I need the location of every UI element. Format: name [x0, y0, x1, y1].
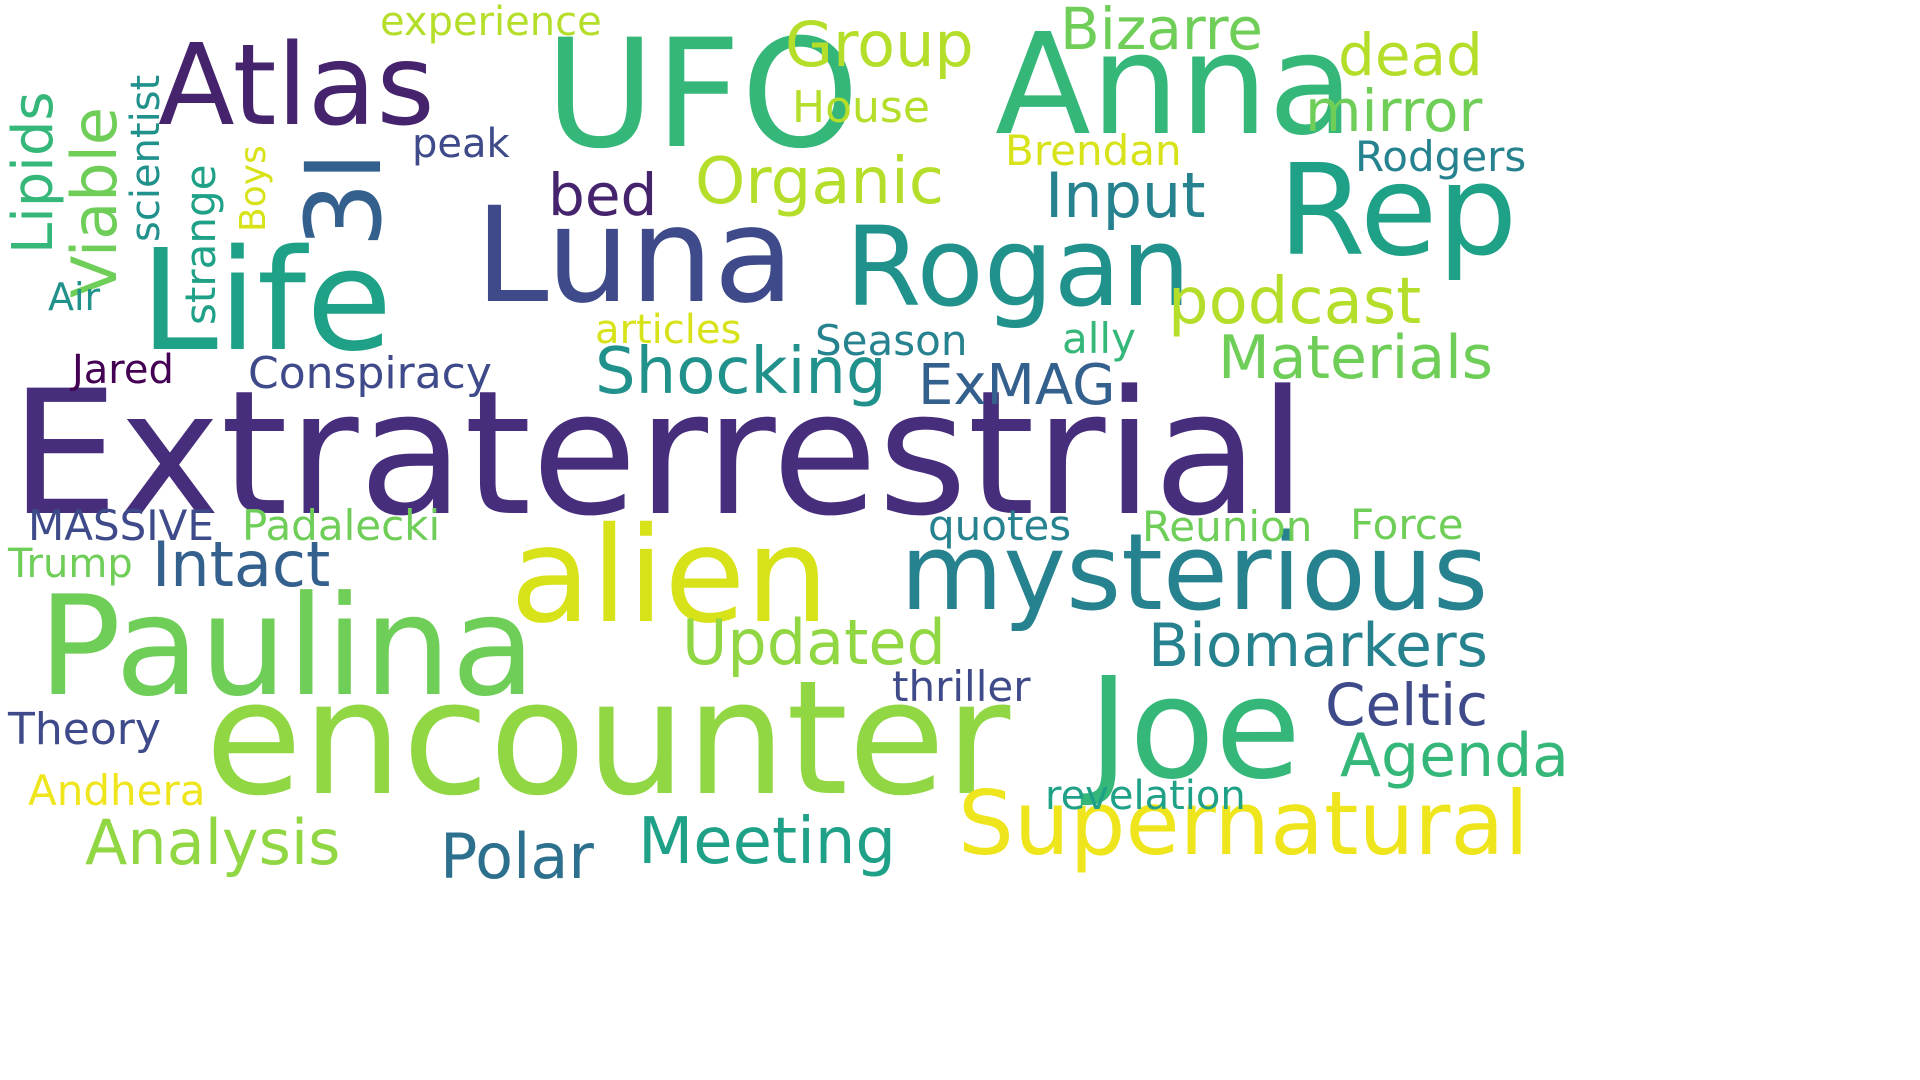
- word-podcast: podcast: [1168, 265, 1422, 339]
- word-thriller: thriller: [892, 662, 1031, 711]
- word-mirror: mirror: [1305, 77, 1483, 145]
- word-mysterious: mysterious: [900, 511, 1489, 634]
- word-andhera: Andhera: [28, 766, 206, 815]
- word-intact: Intact: [152, 528, 331, 601]
- word-experience: experience: [380, 0, 602, 45]
- word-theory: Theory: [8, 704, 161, 755]
- word-biomarkers: Biomarkers: [1148, 611, 1488, 681]
- word-padalecki: Padalecki: [242, 501, 441, 550]
- word-meeting: Meeting: [638, 805, 897, 879]
- word-materials: Materials: [1218, 323, 1494, 393]
- word-life: Life: [140, 220, 393, 383]
- word-updated: Updated: [682, 606, 946, 679]
- word-atlas: Atlas: [158, 21, 435, 151]
- word-boys: Boys: [233, 145, 274, 232]
- word-articles: articles: [595, 307, 742, 353]
- word-air: Air: [48, 275, 101, 319]
- word-rep: Rep: [1278, 137, 1518, 284]
- word-scientist: scientist: [123, 74, 169, 242]
- word-brendan: Brendan: [1005, 126, 1182, 175]
- word-conspiracy: Conspiracy: [248, 348, 492, 399]
- word-analysis: Analysis: [85, 806, 341, 879]
- word-organic: Organic: [695, 145, 944, 219]
- word-jared: Jared: [72, 347, 174, 393]
- word-encounter: encounter: [205, 647, 1011, 831]
- word-joe: Joe: [1088, 648, 1302, 811]
- word-supernatural: Supernatural: [958, 772, 1529, 875]
- word-polar: Polar: [440, 820, 594, 893]
- word-exmag: ExMAG: [918, 353, 1116, 418]
- word-force: Force: [1350, 500, 1464, 549]
- word-anna: Anna: [995, 4, 1355, 167]
- word-bizarre: Bizarre: [1060, 0, 1263, 63]
- word-massive: MASSIVE: [28, 501, 214, 550]
- word-paulina: Paulina: [38, 566, 536, 727]
- word-lipids: Lipids: [1, 91, 66, 254]
- word-group: Group: [785, 8, 974, 81]
- word-input: Input: [1045, 159, 1206, 232]
- word-ally: ally: [1062, 314, 1136, 363]
- word-season: Season: [815, 316, 968, 365]
- word-alien: alien: [510, 499, 830, 653]
- word-rogan: Rogan: [845, 203, 1191, 331]
- word-peak: peak: [412, 121, 510, 167]
- word-celtic: Celtic: [1325, 671, 1489, 739]
- word-house: House: [792, 82, 930, 133]
- word-dead: dead: [1338, 21, 1483, 89]
- word-viable: Viable: [58, 107, 131, 298]
- word-luna: Luna: [475, 179, 795, 333]
- word-shocking: Shocking: [595, 335, 887, 409]
- word-revelation: revelation: [1045, 773, 1246, 819]
- word-trump: Trump: [8, 541, 133, 587]
- word-agenda: Agenda: [1340, 721, 1569, 791]
- word-rodgers: Rodgers: [1355, 132, 1527, 181]
- word-3i: 3I: [283, 151, 405, 248]
- word-bed: bed: [548, 161, 658, 229]
- word-quotes: quotes: [928, 501, 1072, 550]
- word-reunion: Reunion: [1142, 502, 1313, 551]
- word-extraterrestrial: Extraterrestrial: [10, 353, 1307, 554]
- word-ufo: UFO: [545, 8, 860, 182]
- word-strange: strange: [176, 164, 225, 325]
